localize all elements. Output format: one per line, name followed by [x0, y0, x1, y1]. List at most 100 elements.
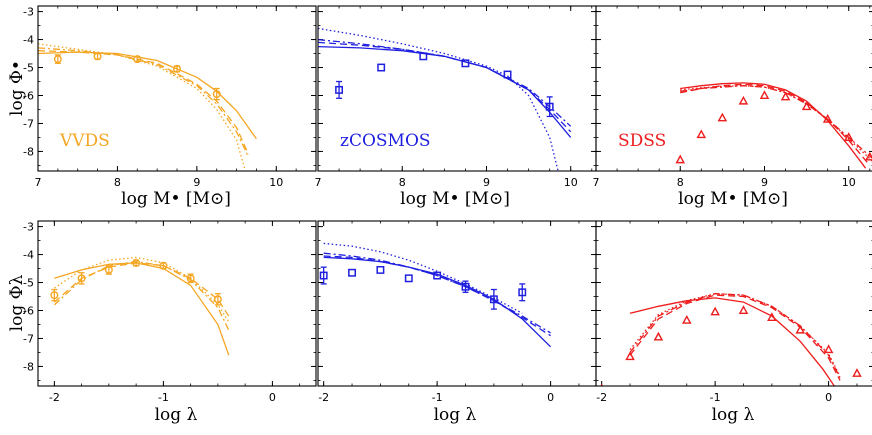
- data-point: [77, 274, 86, 283]
- data-point: [377, 63, 386, 72]
- x-tick-label: 9: [483, 176, 490, 189]
- panel-5: -2 -1 0: [595, 220, 872, 404]
- data-point: [104, 265, 113, 274]
- panel-3: -2 -1 0 -3 -4 -5 -6 -7 -8: [23, 220, 317, 404]
- y-tick-label: -5: [23, 277, 34, 290]
- series-line-dotted: [323, 242, 523, 314]
- data-point: [133, 55, 142, 64]
- data-point: [212, 90, 221, 99]
- data-point: [738, 305, 749, 314]
- data-point: [159, 261, 168, 270]
- data-point: [348, 268, 356, 277]
- data-point: [404, 274, 413, 283]
- panel-frame: [317, 220, 597, 387]
- panel-1: 7 8 9 10 zCOSMOS: [315, 5, 597, 189]
- data-point: [822, 114, 833, 123]
- panel-0: 7 8 9 10 -3 -4 -5 -6 -7 -8 VVDS: [23, 5, 317, 189]
- y-tick-label: -8: [23, 360, 34, 373]
- series-line-dashed: [323, 255, 551, 337]
- x-tick-label: 8: [677, 176, 684, 189]
- curves: [319, 242, 552, 348]
- y-tick-label: -3: [23, 6, 34, 19]
- x-tick-label: -1: [710, 391, 721, 404]
- series-line-dashdot: [38, 47, 250, 158]
- y-tick-label: -5: [23, 62, 34, 75]
- series-line-dotted: [318, 27, 559, 171]
- series-line-dashdot: [323, 252, 551, 334]
- data-point: [186, 274, 195, 283]
- data-point: [801, 101, 812, 111]
- ylabel-top: log Φ•: [7, 60, 27, 116]
- panel-label: VVDS: [59, 131, 110, 151]
- data-point: [489, 295, 498, 304]
- series-line-dashdot: [680, 85, 872, 159]
- series-line-dashed: [680, 83, 871, 166]
- data-point: [625, 351, 635, 361]
- data-point: [461, 282, 470, 291]
- data-point: [780, 91, 791, 101]
- data-point: [767, 312, 777, 321]
- panel-frame: [37, 5, 317, 172]
- data-point: [319, 271, 328, 280]
- series-line-dashed: [629, 294, 841, 381]
- x-tick-label: 9: [761, 176, 768, 189]
- series-line-solid: [318, 45, 572, 138]
- x-tick-label: 10: [564, 176, 578, 189]
- curves: [600, 293, 862, 386]
- series-line-dashed: [53, 262, 230, 317]
- series-line-dotted: [54, 256, 230, 323]
- data-point: [53, 55, 62, 64]
- xlabel-top-middle: log M• [M⊙]: [400, 189, 510, 209]
- data-point: [376, 265, 385, 274]
- x-tick-label: 7: [315, 176, 322, 189]
- y-tick-label: -8: [23, 145, 34, 158]
- ylabel-bottom: log Φλ: [7, 274, 27, 331]
- x-tick-label: 10: [842, 176, 856, 189]
- x-tick-label: 9: [193, 176, 200, 189]
- y-tick-label: -4: [23, 34, 34, 47]
- xlabel-top-left: log M• [M⊙]: [121, 189, 231, 209]
- x-tick-label: -2: [318, 391, 329, 404]
- data-point: [681, 315, 692, 324]
- series-line-dashdot: [318, 38, 572, 127]
- data-point: [518, 288, 527, 297]
- curves: [675, 82, 872, 169]
- data-point: [738, 95, 749, 105]
- series-line-dashed: [318, 41, 572, 133]
- panel-frame: [37, 220, 317, 387]
- panel-frame: [595, 220, 872, 387]
- series-line-solid: [54, 262, 230, 356]
- panel-4: -2 -1 0: [317, 220, 597, 404]
- x-tick-label: 7: [35, 176, 42, 189]
- xlabel-top-right: log M• [M⊙]: [678, 189, 788, 209]
- curves: [38, 43, 257, 169]
- series-line-solid: [38, 51, 257, 140]
- x-tick-label: 10: [269, 176, 283, 189]
- x-tick-label: -2: [49, 391, 60, 404]
- curves: [50, 256, 230, 356]
- data-point: [823, 344, 834, 354]
- data-point: [335, 85, 344, 94]
- x-tick-label: 8: [399, 176, 406, 189]
- x-tick-label: -1: [158, 391, 169, 404]
- xlabel-bottom-left: log λ: [155, 405, 198, 425]
- y-tick-label: -7: [23, 117, 34, 130]
- x-tick-label: -2: [596, 391, 607, 404]
- data-point: [213, 295, 222, 304]
- series-line-dashed: [38, 50, 250, 155]
- panel-frame: [595, 5, 872, 172]
- data-point: [653, 331, 664, 341]
- x-tick-label: 0: [269, 391, 276, 404]
- series-line-dotted: [680, 85, 872, 162]
- data-point: [461, 59, 470, 68]
- data-point: [545, 102, 554, 111]
- data-point: [132, 258, 141, 267]
- xlabel-bottom-right: log λ: [712, 405, 755, 425]
- y-tick-label: -6: [23, 89, 34, 102]
- x-tick-label: 0: [825, 391, 832, 404]
- data-point: [172, 64, 181, 73]
- data-point: [759, 90, 770, 99]
- series-line-dashdot: [629, 293, 841, 378]
- y-tick-label: -6: [23, 304, 34, 317]
- data-point: [433, 271, 442, 280]
